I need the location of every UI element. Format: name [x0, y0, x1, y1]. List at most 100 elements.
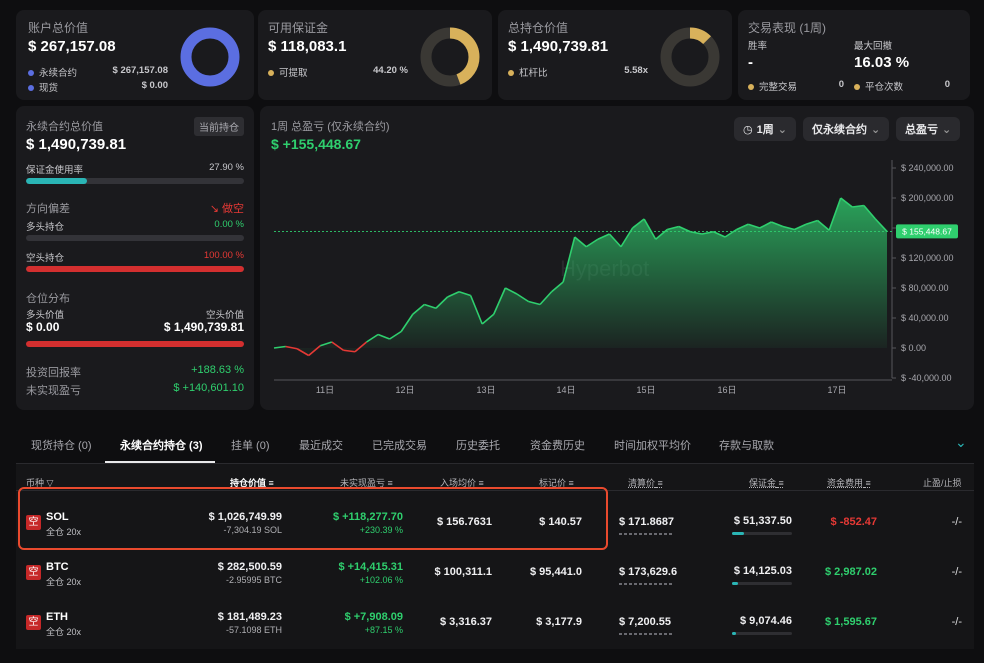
- pnl-line-segment: [643, 218, 657, 240]
- tab-funding-history[interactable]: 资金费历史: [530, 440, 585, 452]
- tpsl-value[interactable]: -/-: [951, 516, 962, 528]
- unrealized-pnl: $ +14,415.31 +102.06 %: [338, 561, 403, 585]
- coin-name[interactable]: ETH: [46, 611, 68, 623]
- roi-value: +188.63 %: [191, 364, 244, 376]
- pnl-line-segment: [759, 221, 772, 229]
- perp-summary-panel: 永续合约总价值 当前持仓 $ 1,490,739.81 保证金使用率 27.90…: [16, 106, 254, 410]
- tab-twap[interactable]: 时间加权平均价: [614, 440, 691, 452]
- pnl-line-segment: [285, 345, 298, 350]
- pnl-line-segment: [608, 233, 622, 248]
- sort-icon: ≡: [478, 478, 484, 488]
- pnl-line-segment: [366, 333, 379, 343]
- x-tick-label: 11日: [316, 385, 334, 395]
- header-position-value[interactable]: 持仓价值 ≡: [230, 478, 274, 488]
- x-tick-label: 12日: [395, 385, 414, 395]
- mark-price: $ 3,177.9: [536, 616, 582, 628]
- tab-spot-positions[interactable]: 现货持仓 (0): [31, 440, 92, 452]
- margin-cell: $ 51,337.50: [732, 515, 792, 535]
- tab-deposits-withdrawals[interactable]: 存款与取款: [719, 440, 774, 452]
- tab-order-history[interactable]: 历史委托: [456, 440, 500, 452]
- bias-label: 方向偏差: [26, 203, 70, 215]
- pnl-area-chart: Hyperbot$ 240,000.00$ 200,000.00$ 160,00…: [273, 160, 958, 395]
- long-position-label: 多头持仓: [26, 222, 65, 233]
- pnl-line-segment: [632, 218, 645, 229]
- pnl-line-segment: [574, 236, 587, 248]
- collapse-chevron-icon[interactable]: ⌄: [955, 434, 967, 450]
- pnl-line-segment: [724, 228, 738, 238]
- sort-icon: ≡: [657, 478, 663, 488]
- pnl-line-segment: [794, 223, 807, 231]
- total-position-value: $ 1,490,739.81: [508, 38, 609, 55]
- pnl-line-segment: [562, 236, 576, 283]
- y-tick-label: $ 0.00: [901, 343, 926, 353]
- sort-icon: ≡: [865, 478, 871, 488]
- tpsl-value[interactable]: -/-: [951, 616, 962, 628]
- pnl-line-segment: [585, 238, 599, 248]
- y-tick-label: $ 200,000.00: [901, 193, 954, 203]
- pnl-line-segment: [690, 230, 703, 235]
- x-tick-label: 13日: [476, 385, 495, 395]
- highlight-box: [18, 487, 608, 550]
- winrate-value: -: [748, 54, 753, 71]
- current-value-tag: [896, 224, 958, 239]
- metric-select[interactable]: 总盈亏 ⌄: [896, 117, 961, 141]
- long-position-bar: [26, 235, 244, 241]
- header-upnl[interactable]: 未实现盈亏 ≡: [340, 478, 393, 488]
- funding-fee: $ 2,987.02: [825, 566, 877, 578]
- available-margin-card: 可用保证金 $ 118,083.1 可提取 44.20 %: [258, 10, 492, 100]
- tab-completed-trades[interactable]: 已完成交易: [372, 440, 427, 452]
- pnl-line-segment: [840, 197, 853, 208]
- margin-cell: $ 9,074.46: [732, 615, 792, 635]
- tab-perp-positions[interactable]: 永续合约持仓 (3): [120, 440, 203, 452]
- liquidation-price: $ 7,200.55: [619, 616, 674, 635]
- margin-mode: 全仓 20x: [46, 577, 82, 587]
- period-select[interactable]: ◷ 1周 ⌄: [734, 117, 796, 141]
- liquidation-price: $ 173,629.6: [619, 566, 677, 585]
- pnl-line-segment: [863, 204, 877, 220]
- header-coin[interactable]: 币种 ▽: [26, 478, 54, 488]
- perp-total-value: $ 1,490,739.81: [26, 136, 127, 153]
- y-tick-label: $ 240,000.00: [901, 163, 954, 173]
- pnl-line-segment: [817, 219, 830, 231]
- header-tpsl: 止盈/止损: [923, 478, 962, 488]
- short-position-label: 空头持仓: [26, 253, 65, 264]
- tab-recent-fills[interactable]: 最近成交: [299, 440, 343, 452]
- scope-select[interactable]: 仅永续合约 ⌄: [803, 117, 890, 141]
- chevron-down-icon: ⌄: [871, 123, 881, 136]
- header-margin[interactable]: 保证金 ≡: [749, 478, 784, 488]
- header-liq-price[interactable]: 清算价 ≡: [628, 478, 663, 488]
- pnl-line-segment: [874, 218, 888, 232]
- pnl-line-segment: [320, 341, 333, 347]
- filter-icon: ▽: [46, 478, 54, 488]
- closed-trades-row: 完整交易 0: [748, 79, 844, 93]
- tab-open-orders[interactable]: 挂单 (0): [231, 440, 270, 452]
- pnl-line-segment: [539, 291, 553, 306]
- long-value: $ 0.00: [26, 320, 60, 334]
- spot-row: 现货 $ 0.00: [28, 80, 168, 94]
- sort-icon: ≡: [268, 478, 274, 488]
- coin-name[interactable]: BTC: [46, 561, 69, 573]
- margin-bar: [732, 582, 792, 585]
- pnl-line-segment: [504, 287, 518, 295]
- withdrawable-row: 可提取 44.20 %: [268, 65, 408, 79]
- roi-label: 投资回报率: [26, 367, 81, 379]
- header-mark-price[interactable]: 标记价 ≡: [539, 478, 574, 488]
- pnl-line-segment: [331, 341, 344, 351]
- current-position-tag[interactable]: 当前持仓: [194, 117, 244, 136]
- current-value-label: $ 155,448.67: [902, 226, 952, 236]
- pnl-line-segment: [782, 225, 795, 231]
- pnl-line-segment: [481, 313, 495, 325]
- clock-icon: ◷: [743, 123, 753, 136]
- pnl-line-segment: [713, 231, 726, 238]
- header-funding[interactable]: 资金费用 ≡: [827, 478, 871, 488]
- entry-price: $ 3,316.37: [440, 616, 492, 628]
- coin-name[interactable]: SOL: [46, 511, 69, 523]
- header-entry-price[interactable]: 入场均价 ≡: [440, 478, 484, 488]
- margin-mode: 全仓 20x: [46, 627, 82, 637]
- x-tick-label: 14日: [556, 385, 575, 395]
- perp-row: 永续合约 $ 267,157.08: [28, 65, 168, 79]
- pnl-line-segment: [771, 221, 784, 228]
- margin-donut-chart: [420, 27, 480, 87]
- pnl-line-segment: [458, 290, 471, 297]
- tpsl-value[interactable]: -/-: [951, 566, 962, 578]
